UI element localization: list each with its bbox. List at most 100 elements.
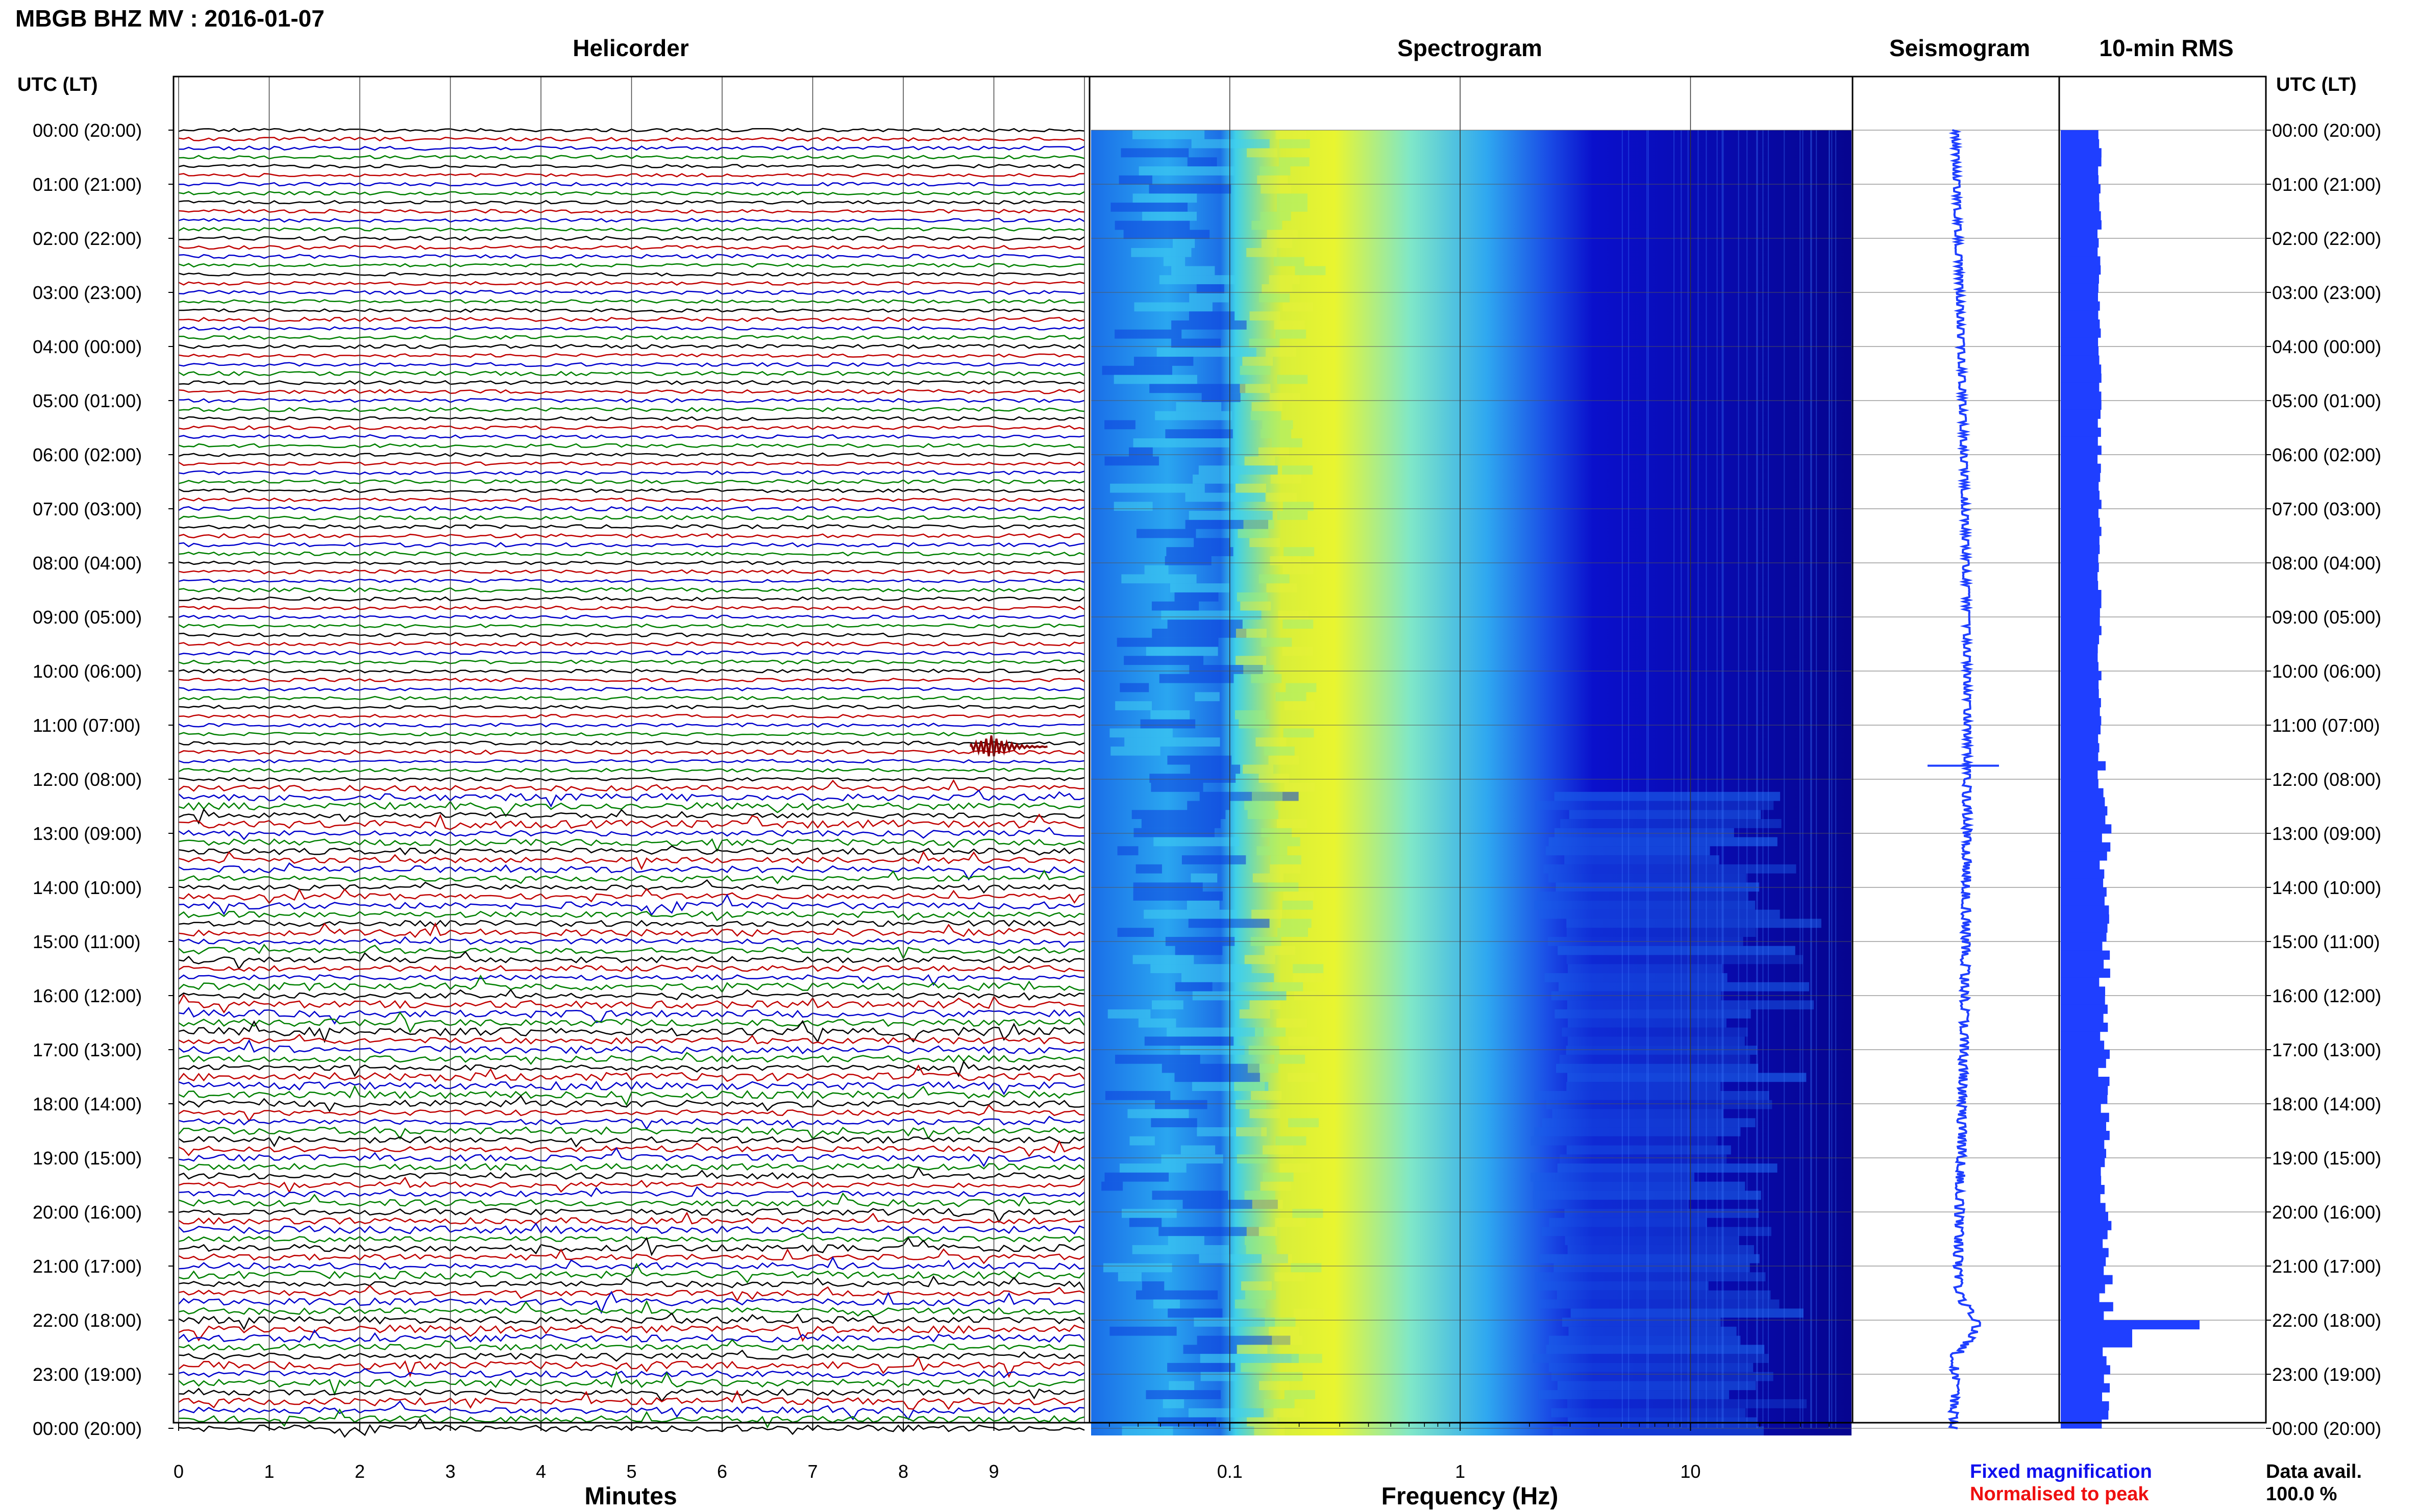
rms-title: 10-min RMS — [2099, 35, 2233, 61]
spectrogram-cell — [1144, 1036, 1234, 1046]
spectrogram-cell — [1117, 928, 1154, 937]
rms-bar — [2061, 779, 2099, 789]
spectrogram-cell — [1284, 783, 1315, 792]
spectrogram-cell — [1120, 683, 1149, 692]
spectrogram-cell — [1195, 692, 1220, 702]
hour-label-right: 15:00 (11:00) — [2272, 931, 2380, 952]
rms-bar — [2061, 581, 2099, 590]
spectrogram-cell — [1564, 855, 1719, 864]
spectrogram-cell — [1246, 1245, 1277, 1254]
rms-bar — [2061, 833, 2102, 843]
spectrogram-cell — [1562, 1318, 1721, 1327]
rms-bar — [2061, 554, 2099, 563]
spectrogram-cell — [1278, 157, 1310, 167]
hour-label-right: 13:00 (09:00) — [2272, 823, 2381, 844]
spectrogram-cell — [1258, 774, 1290, 783]
spectrogram-cell — [1136, 864, 1162, 874]
spectrogram-cell — [1151, 601, 1199, 611]
spectrogram-cell — [1272, 982, 1303, 992]
spectrogram-cell — [1155, 1100, 1207, 1109]
spectrogram-cell — [1153, 837, 1240, 847]
spectrogram-cell — [1288, 1073, 1319, 1082]
spectrogram-cell — [1150, 710, 1190, 720]
hour-label-right: 01:00 (21:00) — [2272, 174, 2381, 195]
spectrogram-cell — [1276, 1018, 1307, 1028]
spectrogram-cell — [1152, 1000, 1183, 1010]
spectrogram-cell — [1567, 1036, 1745, 1046]
seismogram-trace — [1928, 129, 1999, 1429]
helicorder-tick-label: 4 — [536, 1461, 546, 1482]
rms-bar — [2061, 1311, 2104, 1321]
spectrogram-cell — [1247, 810, 1278, 820]
spectrogram-cell — [1197, 1335, 1291, 1345]
legend-normalised-to-peak: Normalised to peak — [1970, 1483, 2149, 1505]
spectrogram-cell — [1187, 157, 1217, 167]
rms-bar — [2061, 274, 2099, 284]
spectrogram-cell — [1548, 1335, 1741, 1345]
spectrogram-cell — [1133, 357, 1194, 366]
hour-label-right: 06:00 (02:00) — [2272, 444, 2381, 465]
spectrogram-cell — [1105, 1090, 1171, 1100]
spectrogram-cell — [1542, 1227, 1771, 1236]
spectrogram-cell — [1201, 393, 1241, 402]
spectrogram-cell — [1537, 891, 1748, 901]
rms-bar — [2061, 815, 2106, 825]
spectrogram-cell — [1282, 502, 1314, 511]
spectrogram-cell — [1123, 230, 1210, 239]
rms-bar — [2061, 716, 2102, 726]
rms-bar — [2061, 1266, 2104, 1276]
hour-label-left: 02:00 (22:00) — [33, 228, 142, 249]
spectrogram-cell — [1275, 1136, 1306, 1146]
spectrogram-cell — [1274, 320, 1305, 330]
time-axis-title-left: UTC (LT) — [17, 74, 98, 95]
rms-bar — [2061, 996, 2105, 1005]
rms-bar — [2061, 1004, 2108, 1014]
spectrogram-cell — [1101, 1181, 1123, 1191]
spectrogram-cell — [1187, 900, 1220, 910]
spectrogram-cell — [1248, 1046, 1279, 1055]
rms-bar — [2061, 662, 2099, 672]
rms-bar — [2061, 959, 2104, 969]
spectrogram-cell — [1234, 1082, 1265, 1091]
helicorder-xlabel: Minutes — [584, 1483, 677, 1510]
hour-label-left: 20:00 (16:00) — [33, 1202, 142, 1223]
spectrogram-cell — [1188, 1408, 1264, 1418]
spectrogram-cell — [1251, 402, 1282, 411]
rms-bar — [2061, 1194, 2101, 1203]
spectrogram-cell — [1251, 220, 1282, 230]
spectrogram-cell — [1272, 1372, 1303, 1381]
spectrogram-cell — [1115, 329, 1182, 339]
rms-bar — [2061, 599, 2102, 608]
spectrogram-cell — [1172, 239, 1195, 248]
spectrogram-cell — [1277, 928, 1308, 937]
spectrogram-cell — [1538, 1390, 1730, 1399]
spectrogram-cell — [1292, 1208, 1323, 1218]
spectrogram-cell — [1272, 1335, 1303, 1345]
spectrogram-cell — [1166, 547, 1233, 556]
spectrogram-cell — [1119, 175, 1152, 185]
hour-label-right: 22:00 (18:00) — [2272, 1310, 2381, 1331]
spectrogram-cell — [1269, 393, 1300, 402]
spectrogram-cell — [1251, 909, 1282, 919]
spectrogram-cell — [1241, 1362, 1272, 1372]
page-title: MBGB BHZ MV : 2016-01-07 — [15, 5, 325, 32]
spectrogram-cell — [1282, 465, 1313, 475]
spectrogram-cell — [1141, 819, 1221, 828]
spectrogram-cell — [1158, 1227, 1259, 1236]
spectrogram-cell — [1262, 1254, 1293, 1263]
spectrogram-cell — [1554, 791, 1781, 801]
spectrogram-cell — [1261, 239, 1292, 248]
rms-bar — [2061, 725, 2101, 735]
spectrogram-cell — [1133, 882, 1203, 892]
spectrogram-cell — [1139, 166, 1235, 176]
spectrogram-cell — [1282, 647, 1313, 656]
hour-label-left: 00:00 (20:00) — [33, 1418, 142, 1439]
hour-label-left: 14:00 (10:00) — [33, 877, 142, 898]
rms-bar — [2061, 517, 2100, 527]
spectrogram-cell — [1552, 1109, 1723, 1119]
spectrogram-cell — [1237, 592, 1268, 602]
spectrogram-cell — [1151, 1118, 1197, 1128]
spectrogram-cell — [1129, 447, 1153, 457]
helicorder-title: Helicorder — [573, 35, 689, 61]
spectrogram-cell — [1534, 900, 1756, 910]
